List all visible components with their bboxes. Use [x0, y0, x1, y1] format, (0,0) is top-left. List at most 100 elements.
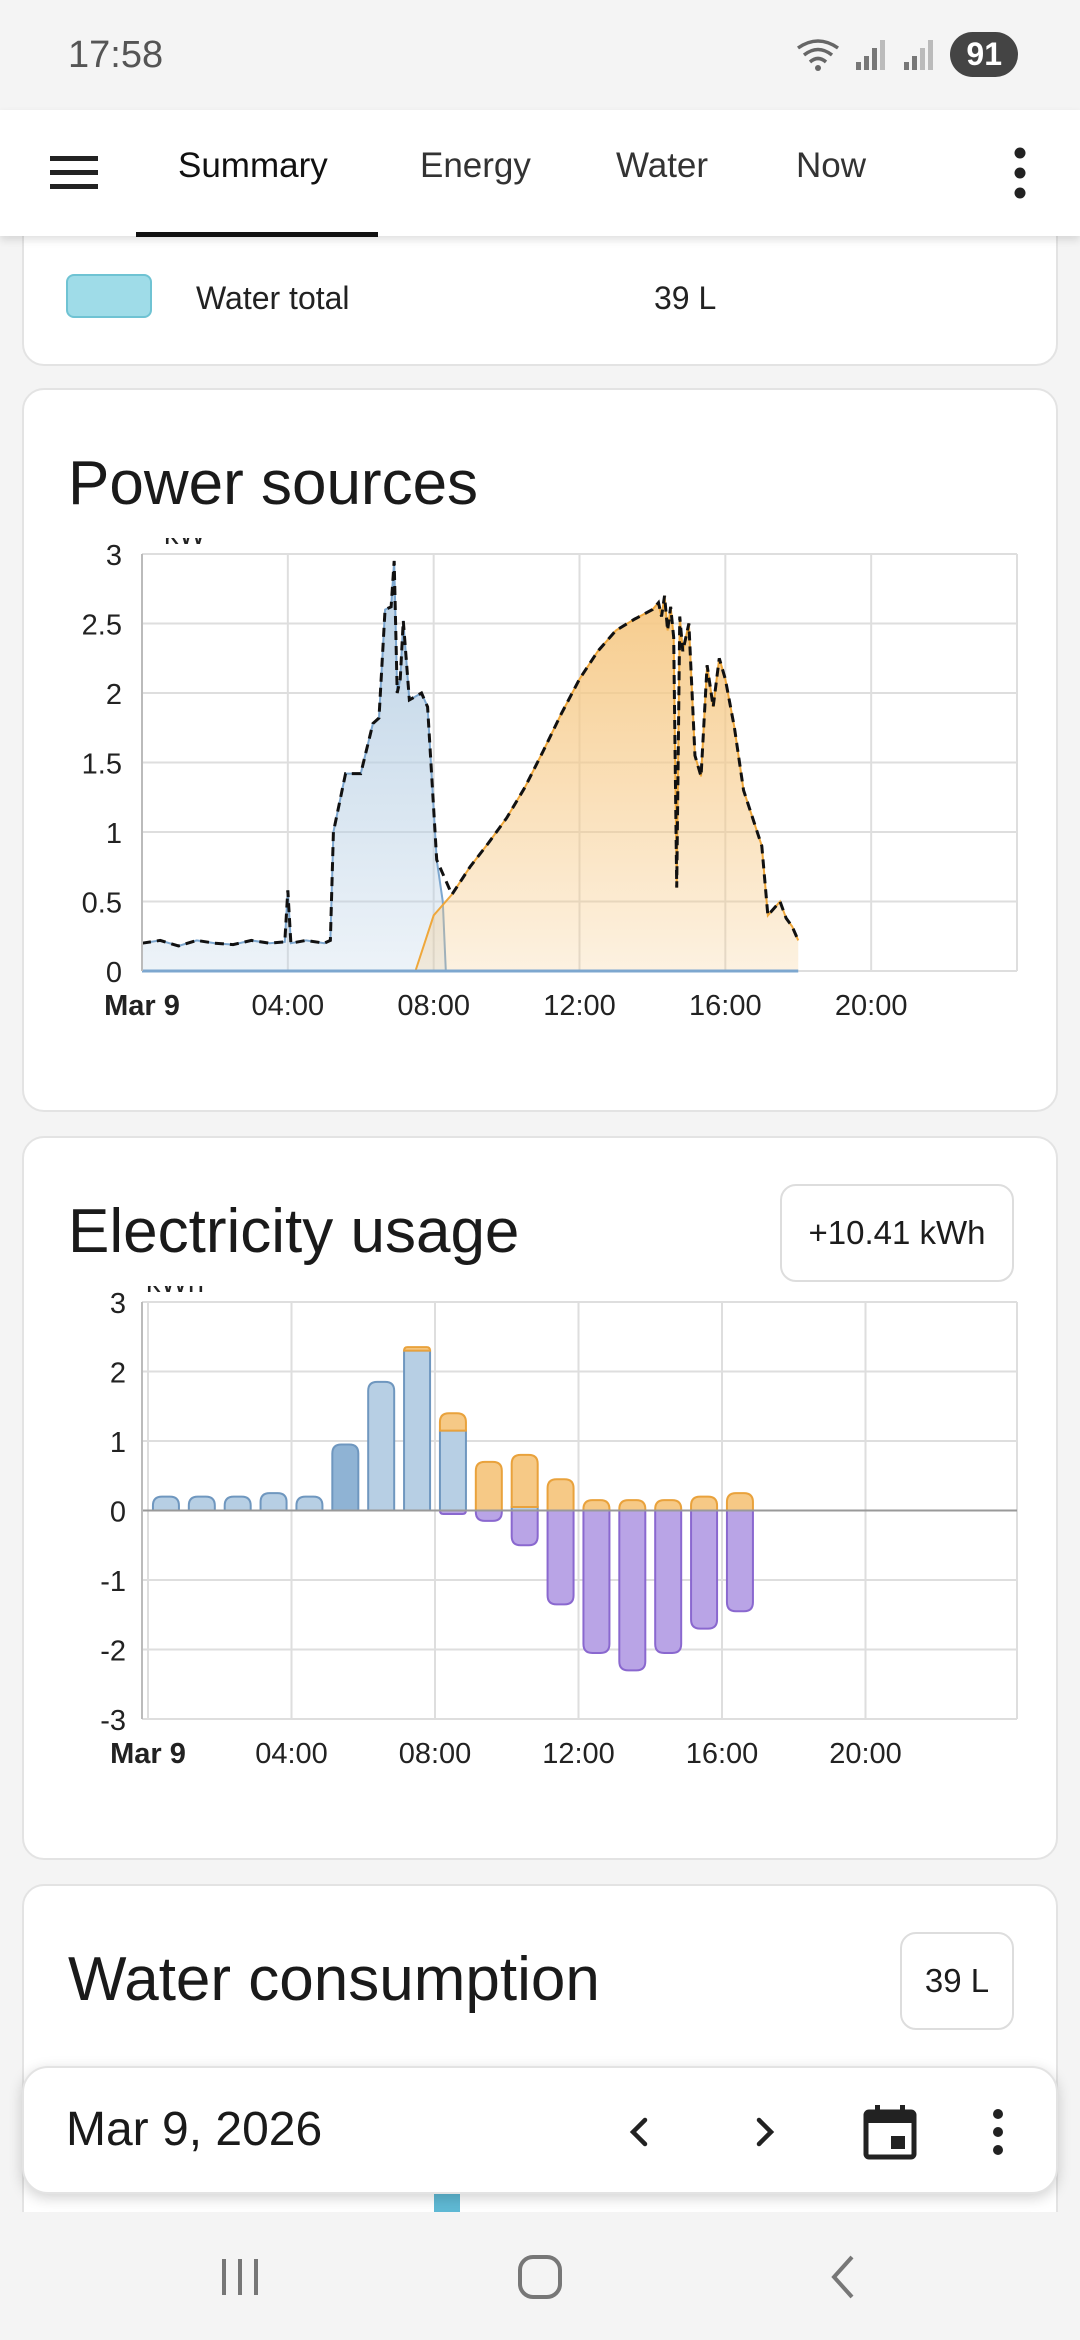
- legend-row-water-total[interactable]: Water total 39 L: [24, 238, 1056, 358]
- y-tick-label: 2.5: [82, 610, 122, 642]
- x-tick-label: 20:00: [835, 990, 908, 1022]
- menu-button[interactable]: [44, 142, 104, 202]
- bar-from-grid: [259, 1492, 288, 1512]
- card-title: Water consumption: [68, 1945, 600, 2014]
- x-tick-label: 16:00: [689, 990, 762, 1022]
- wifi-icon: [797, 38, 840, 71]
- bar-returned-to-grid: [546, 1509, 575, 1606]
- x-tick-label: 12:00: [543, 990, 616, 1022]
- bar-from-grid: [331, 1443, 360, 1512]
- top-app-bar: Summary Energy Water Now: [0, 110, 1080, 237]
- water-total-badge[interactable]: 39 L: [900, 1932, 1014, 2030]
- x-tick-label: 04:00: [255, 1738, 328, 1770]
- date-picker-bar: Mar 9, 2026: [22, 2066, 1058, 2194]
- next-day-button[interactable]: [724, 2092, 804, 2172]
- bar-from-solar: [510, 1453, 539, 1509]
- y-tick-label: 3: [106, 540, 122, 572]
- y-tick-label: 1.5: [82, 749, 122, 781]
- bar-from-solar: [438, 1412, 467, 1432]
- bar-from-grid: [295, 1495, 324, 1512]
- bar-from-solar: [725, 1492, 754, 1512]
- calendar-button[interactable]: [850, 2092, 930, 2172]
- bar-from-solar: [403, 1346, 432, 1352]
- status-bar: 17:58 91: [0, 0, 1080, 110]
- electricity-usage-card: Electricity usage +10.41 kWh 3 2 1 0 -1 -2 -3 M…: [22, 1136, 1058, 1860]
- legend-swatch: [66, 274, 152, 318]
- bar-returned-to-grid: [654, 1509, 683, 1654]
- bar-returned-to-grid: [474, 1509, 503, 1522]
- y-tick-label: 0.5: [82, 888, 122, 920]
- y-tick-label: -1: [100, 1566, 126, 1598]
- tab-now[interactable]: Now: [796, 146, 867, 185]
- bar-from-grid: [367, 1380, 396, 1512]
- x-tick-label: Mar 9: [110, 1738, 186, 1770]
- y-tick-label: 0: [106, 957, 122, 989]
- recents-button[interactable]: [200, 2242, 280, 2312]
- series-area-grid: [142, 560, 446, 971]
- total-power-line: [141, 560, 800, 948]
- overflow-menu-button[interactable]: [990, 138, 1050, 208]
- signal-icon: [856, 39, 886, 70]
- back-icon: [831, 2255, 854, 2299]
- x-tick-label: 08:00: [397, 990, 470, 1022]
- bar-from-grid: [223, 1495, 252, 1512]
- y-tick-label: -2: [100, 1636, 126, 1668]
- previous-day-button[interactable]: [600, 2092, 680, 2172]
- more-vert-icon: [993, 2109, 1003, 2155]
- status-icons: 91: [796, 32, 1018, 77]
- chevron-left-icon: [629, 2117, 648, 2147]
- x-tick-label: 08:00: [399, 1738, 472, 1770]
- bar-returned-to-grid: [725, 1509, 754, 1613]
- x-tick-label: 04:00: [252, 990, 325, 1022]
- calendar-icon: [863, 2105, 917, 2160]
- home-button[interactable]: [500, 2242, 580, 2312]
- bar-from-grid: [403, 1349, 432, 1512]
- card-title: Power sources: [68, 449, 479, 518]
- bar-from-grid: [187, 1495, 216, 1512]
- series-area-solar: [415, 595, 799, 971]
- bar-returned-to-grid: [582, 1509, 611, 1654]
- x-tick-label: 20:00: [829, 1738, 902, 1770]
- bar-returned-to-grid: [510, 1509, 539, 1547]
- system-nav-bar: [0, 2212, 1080, 2340]
- y-tick-label: 1: [110, 1427, 126, 1459]
- bar-from-solar: [582, 1499, 611, 1512]
- active-tab-indicator: [136, 232, 378, 237]
- date-more-button[interactable]: [958, 2092, 1038, 2172]
- status-time: 17:58: [68, 34, 164, 76]
- tab-energy[interactable]: Energy: [420, 146, 531, 185]
- more-vert-icon: [1014, 147, 1026, 199]
- power-sources-card: Power sources 3 2.5 2 1.5 1 0.5 0 Mar 9 04:00 08:…: [22, 388, 1058, 1112]
- y-tick-label: -3: [100, 1705, 126, 1737]
- bar-from-solar: [654, 1499, 683, 1512]
- legend-value: 39 L: [654, 280, 717, 316]
- tab-water[interactable]: Water: [616, 146, 709, 185]
- bar-from-solar: [546, 1478, 575, 1512]
- menu-icon: [50, 156, 98, 189]
- bar-returned-to-grid: [690, 1509, 719, 1630]
- bar-from-grid: [438, 1429, 467, 1512]
- selected-date[interactable]: Mar 9, 2026: [66, 2103, 323, 2156]
- bar-from-solar: [618, 1499, 647, 1512]
- x-tick-label: 16:00: [686, 1738, 759, 1770]
- back-button[interactable]: [804, 2242, 884, 2312]
- card-title: Electricity usage: [68, 1197, 520, 1266]
- bar-from-solar: [690, 1495, 719, 1512]
- bar-from-solar: [474, 1460, 503, 1512]
- y-tick-label: 3: [110, 1288, 126, 1320]
- home-icon: [518, 2255, 562, 2299]
- legend-label: Water total: [196, 280, 350, 316]
- chevron-right-icon: [756, 2117, 775, 2147]
- total-kwh-badge[interactable]: +10.41 kWh: [780, 1184, 1014, 1282]
- y-tick-label: 2: [106, 679, 122, 711]
- tab-summary[interactable]: Summary: [178, 146, 328, 185]
- y-axis-unit: kWh: [146, 1286, 204, 1299]
- recents-icon: [222, 2259, 258, 2295]
- x-tick-label: Mar 9: [104, 990, 180, 1022]
- y-tick-label: 0: [110, 1497, 126, 1529]
- y-tick-label: 2: [110, 1358, 126, 1390]
- battery-indicator: 91: [950, 32, 1018, 77]
- bar-returned-to-grid: [618, 1509, 647, 1672]
